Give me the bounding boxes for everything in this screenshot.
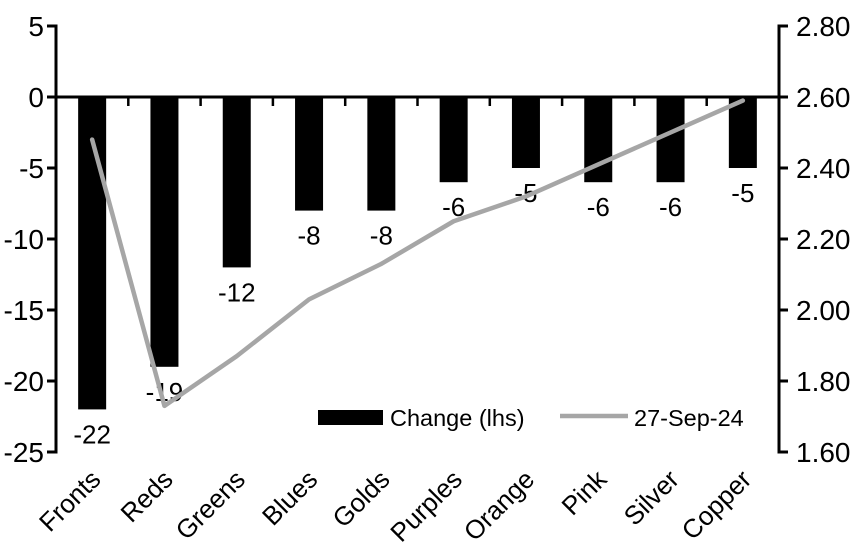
category-label-fronts: Fronts: [33, 464, 106, 537]
bar-fronts: [78, 97, 107, 410]
legend-label-bar: Change (lhs): [390, 405, 525, 431]
bar-blues: [295, 97, 324, 211]
bar-value-label: -6: [659, 192, 682, 222]
bar-purples: [439, 97, 468, 183]
bar-value-label: -12: [218, 277, 256, 307]
right-axis-tick-label: 1.80: [796, 366, 851, 397]
bar-reds: [150, 97, 179, 367]
category-label-golds: Golds: [326, 464, 395, 533]
right-axis-tick-label: 2.40: [796, 153, 851, 184]
left-axis-tick-label: -5: [19, 153, 44, 184]
bar-value-label: -6: [587, 192, 610, 222]
left-axis-tick-label: -15: [4, 295, 44, 326]
left-axis-tick-label: -20: [4, 366, 44, 397]
left-axis-tick-label: 5: [28, 11, 44, 42]
category-label-reds: Reds: [115, 464, 179, 528]
bar-greens: [222, 97, 251, 268]
legend-swatch-bar: [318, 410, 383, 425]
right-axis-tick-label: 1.60: [796, 437, 851, 468]
category-label-copper: Copper: [676, 464, 758, 546]
bar-copper: [728, 97, 757, 168]
bar-orange: [511, 97, 540, 168]
category-label-blues: Blues: [256, 464, 323, 531]
bar-value-label: -22: [73, 419, 111, 449]
bar-value-label: -8: [297, 221, 320, 251]
bar-silver: [656, 97, 685, 183]
bar-value-label: -5: [731, 178, 754, 208]
right-axis-tick-label: 2.00: [796, 295, 851, 326]
bar-value-label: -6: [442, 192, 465, 222]
bar-golds: [367, 97, 396, 211]
category-label-purples: Purples: [384, 464, 468, 548]
category-label-silver: Silver: [618, 464, 685, 531]
line-series: [89, 98, 746, 409]
category-label-orange: Orange: [458, 464, 541, 547]
category-label-pink: Pink: [556, 463, 614, 521]
right-axis-tick-label: 2.60: [796, 82, 851, 113]
bar-value-label: -8: [370, 221, 393, 251]
right-axis-tick-label: 2.20: [796, 224, 851, 255]
legend-label-line: 27-Sep-24: [634, 405, 744, 431]
left-axis-tick-label: -10: [4, 224, 44, 255]
category-label-greens: Greens: [169, 464, 251, 546]
right-axis-tick-label: 2.80: [796, 11, 851, 42]
left-axis-tick-label: -25: [4, 437, 44, 468]
left-axis-tick-label: 0: [28, 82, 44, 113]
